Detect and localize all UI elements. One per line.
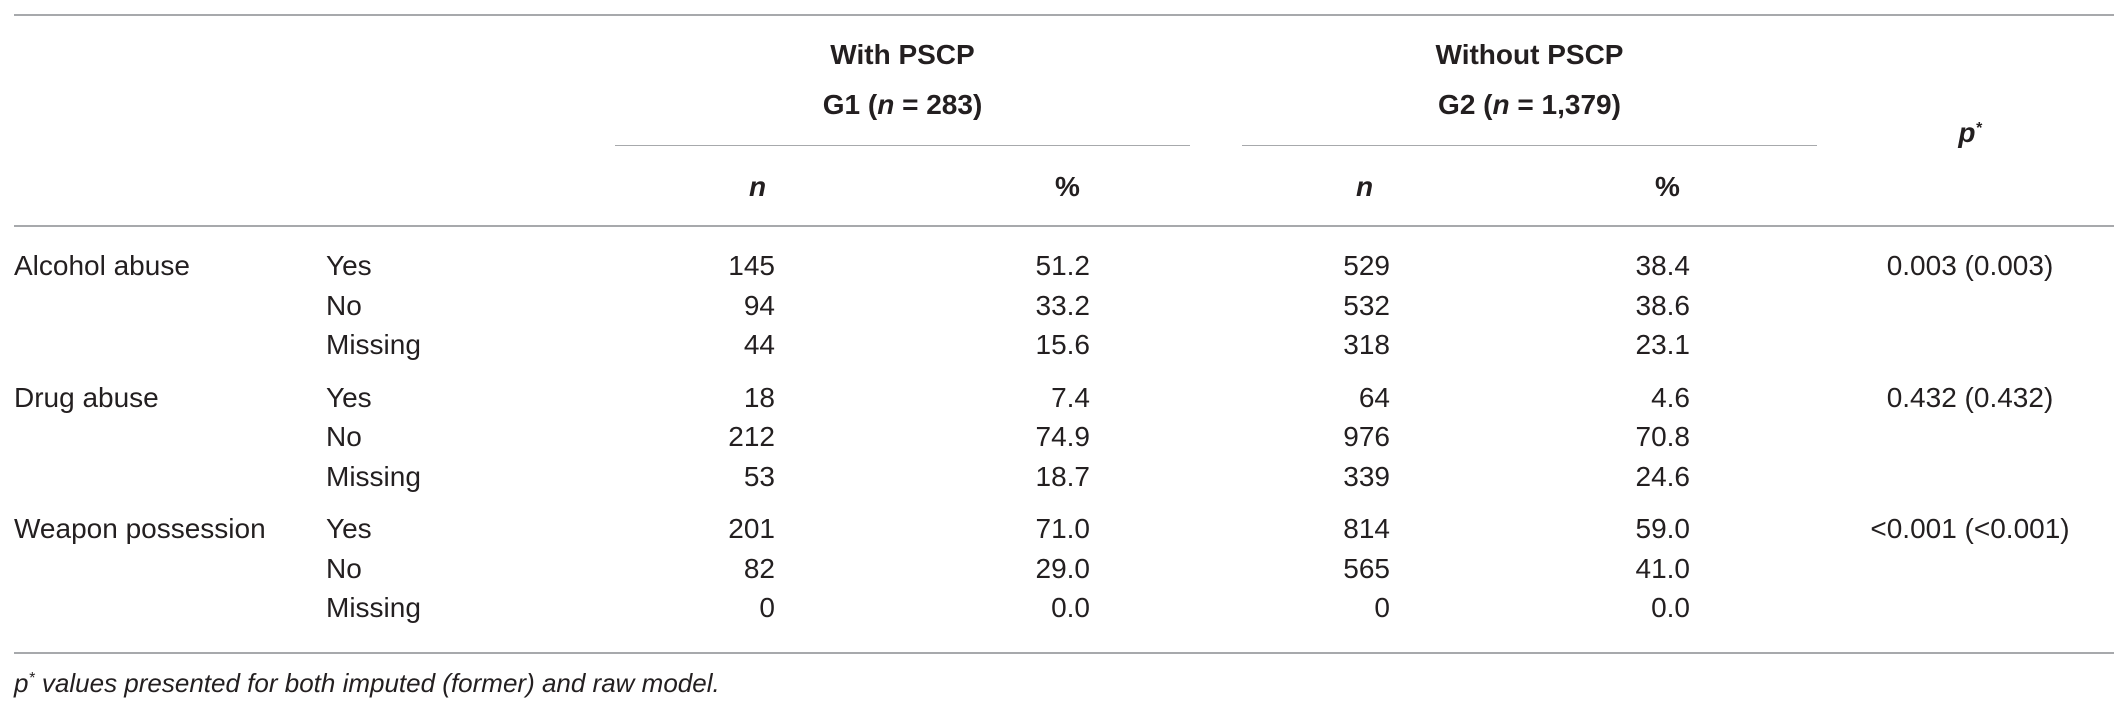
row-level: Missing (326, 592, 421, 623)
row-level: Yes (326, 382, 372, 413)
top-rule (14, 14, 2114, 16)
row-variable: Alcohol abuse (14, 250, 190, 281)
group2-title: Without PSCP (1435, 39, 1624, 70)
row-g1-pct: 33.2 (1035, 290, 1091, 321)
row-p-value: <0.001 (<0.001) (1870, 513, 2070, 544)
row-g1-pct: 74.9 (1035, 421, 1091, 452)
row-g1-pct: 51.2 (1035, 250, 1091, 281)
row-g2-pct: 0.0 (1651, 592, 1690, 623)
row-g1-pct: 71.0 (1035, 513, 1091, 544)
row-g2-n: 64 (1358, 382, 1390, 413)
g2-n-header: n (1355, 171, 1374, 202)
header-bottom-rule (14, 225, 2114, 227)
table-bottom-rule (14, 652, 2114, 654)
row-g2-n: 339 (1343, 461, 1390, 492)
row-level: Yes (326, 513, 372, 544)
row-g2-n: 565 (1343, 553, 1390, 584)
row-p-value: 0.003 (0.003) (1886, 250, 2054, 281)
row-level: No (326, 553, 362, 584)
row-g2-n: 529 (1343, 250, 1390, 281)
row-g2-n: 318 (1343, 329, 1390, 360)
row-g1-n: 201 (728, 513, 775, 544)
row-g1-pct: 7.4 (1051, 382, 1090, 413)
row-g1-pct: 15.6 (1035, 329, 1091, 360)
row-g1-pct: 18.7 (1035, 461, 1091, 492)
row-g1-n: 53 (743, 461, 775, 492)
row-variable: Drug abuse (14, 382, 159, 413)
row-g2-pct: 38.4 (1635, 250, 1691, 281)
row-g2-n: 976 (1343, 421, 1390, 452)
group1-size: G1 (n = 283) (822, 89, 983, 120)
row-level: Missing (326, 461, 421, 492)
row-level: No (326, 290, 362, 321)
g2-pct-header: % (1655, 171, 1680, 202)
row-level: Yes (326, 250, 372, 281)
group1-underline (615, 145, 1190, 146)
row-variable: Weapon possession (14, 513, 266, 544)
row-g2-n: 0 (1374, 592, 1390, 623)
group2-size: G2 (n = 1,379) (1438, 89, 1621, 120)
g1-pct-header: % (1055, 171, 1080, 202)
row-g2-pct: 41.0 (1635, 553, 1691, 584)
row-level: No (326, 421, 362, 452)
row-g1-n: 82 (743, 553, 775, 584)
row-g1-n: 212 (728, 421, 775, 452)
row-g1-n: 0 (759, 592, 775, 623)
row-g1-pct: 29.0 (1035, 553, 1091, 584)
row-g1-n: 94 (743, 290, 775, 321)
row-g2-pct: 4.6 (1651, 382, 1690, 413)
g1-n-header: n (748, 171, 767, 202)
row-g2-n: 814 (1343, 513, 1390, 544)
row-g1-pct: 0.0 (1051, 592, 1090, 623)
group2-underline (1242, 145, 1817, 146)
group1-title: With PSCP (830, 39, 975, 70)
row-g1-n: 44 (743, 329, 775, 360)
row-g1-n: 18 (743, 382, 775, 413)
p-header: p* (1958, 117, 1982, 148)
row-g2-pct: 59.0 (1635, 513, 1691, 544)
row-g2-pct: 24.6 (1635, 461, 1691, 492)
row-g2-pct: 38.6 (1635, 290, 1691, 321)
row-g1-n: 145 (728, 250, 775, 281)
row-p-value: 0.432 (0.432) (1886, 382, 2054, 413)
footnote: p* values presented for both imputed (fo… (14, 668, 720, 698)
row-g2-pct: 70.8 (1635, 421, 1691, 452)
row-g2-pct: 23.1 (1635, 329, 1691, 360)
row-g2-n: 532 (1343, 290, 1390, 321)
row-level: Missing (326, 329, 421, 360)
